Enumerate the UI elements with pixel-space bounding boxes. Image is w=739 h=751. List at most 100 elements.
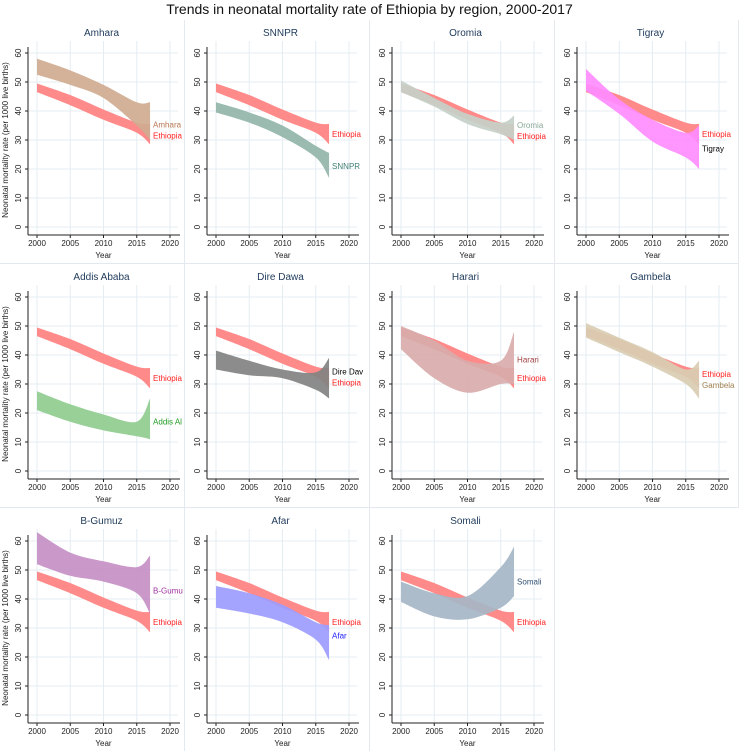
- panel-addis-ababa: 0 10 20 30 40 50 60 2000 2005 2010 2015 2020 Year Neo…: [0, 264, 185, 508]
- y-tick-label: 0: [378, 468, 387, 473]
- y-tick-label: 50: [378, 565, 387, 574]
- panel-title: SNNPR: [263, 28, 298, 39]
- panel-plot: 0 10 20 30 40 50 60 2000 2005 2010 2015 2020 Year Neo…: [1, 272, 183, 504]
- y-tick-label: 0: [563, 468, 572, 473]
- ethiopia-label: Ethiopia: [332, 618, 361, 627]
- x-tick-label: 2010: [95, 727, 113, 736]
- y-axis-label: Neonatal mortality rate (per 1000 live b…: [1, 550, 10, 706]
- region-label: Afar: [332, 631, 347, 640]
- y-tick-label: 50: [563, 77, 572, 86]
- panel-title: Tigray: [637, 28, 664, 39]
- panel-title: Harari: [452, 272, 479, 283]
- ethiopia-label: Ethiopia: [153, 618, 182, 627]
- panel-plot: 0 10 20 30 40 50 60 2000 2005 2010 2015 2020 Year Afa…: [193, 516, 362, 748]
- x-tick-label: 2020: [710, 239, 728, 248]
- y-tick-label: 40: [378, 594, 387, 603]
- y-tick-label: 40: [14, 594, 23, 603]
- x-axis-label: Year: [95, 739, 112, 748]
- y-tick-label: 20: [193, 408, 202, 417]
- y-tick-label: 50: [193, 321, 202, 330]
- y-tick-label: 10: [563, 437, 572, 446]
- y-tick-label: 30: [193, 379, 202, 388]
- panel-tigray: 0 10 20 30 40 50 60 2000 2005 2010 2015 2020 Year Tig…: [555, 20, 739, 264]
- y-tick-label: 30: [14, 379, 23, 388]
- panel-afar: 0 10 20 30 40 50 60 2000 2005 2010 2015 2020 Year Afa…: [185, 508, 370, 751]
- y-tick-label: 10: [563, 193, 572, 202]
- panel-somali: 0 10 20 30 40 50 60 2000 2005 2010 2015 2020 Year Som…: [370, 508, 555, 751]
- panel-harari: 0 10 20 30 40 50 60 2000 2005 2010 2015 2020 Year Har…: [370, 264, 555, 508]
- y-tick-label: 20: [14, 408, 23, 417]
- region-band: [586, 323, 700, 399]
- y-tick-label: 0: [14, 468, 23, 473]
- x-tick-label: 2005: [610, 483, 628, 492]
- y-tick-label: 40: [378, 350, 387, 359]
- x-tick-label: 2015: [307, 727, 325, 736]
- y-tick-label: 10: [14, 681, 23, 690]
- x-tick-label: 2000: [28, 483, 46, 492]
- x-tick-label: 2020: [161, 483, 179, 492]
- x-axis-label: Year: [274, 495, 291, 504]
- panel-dire-dawa: 0 10 20 30 40 50 60 2000 2005 2010 2015 2020 Year Dir…: [185, 264, 370, 508]
- x-tick-label: 2005: [425, 239, 443, 248]
- panel-plot: 0 10 20 30 40 50 60 2000 2005 2010 2015 2020 Year Neo…: [1, 516, 183, 748]
- y-tick-label: 50: [14, 321, 23, 330]
- x-tick-label: 2010: [644, 239, 662, 248]
- x-tick-label: 2000: [28, 239, 46, 248]
- x-tick-label: 2020: [525, 239, 543, 248]
- region-band: [37, 58, 151, 140]
- region-band: [37, 532, 151, 614]
- x-tick-label: 2010: [95, 239, 113, 248]
- y-tick-label: 0: [14, 224, 23, 229]
- y-tick-label: 0: [193, 712, 202, 717]
- y-tick-label: 30: [14, 623, 23, 632]
- y-tick-label: 60: [14, 292, 23, 301]
- y-tick-label: 60: [378, 292, 387, 301]
- y-tick-label: 0: [193, 468, 202, 473]
- ethiopia-label: Ethiopia: [517, 374, 546, 383]
- region-band: [401, 80, 515, 140]
- panel-title: Addis Ababa: [73, 272, 130, 283]
- y-tick-label: 10: [193, 437, 202, 446]
- region-label: Gambela: [702, 381, 735, 390]
- region-label: Dire Dav: [332, 367, 363, 376]
- panel-title: B-Gumuz: [80, 516, 122, 527]
- region-label: Somali: [517, 578, 542, 587]
- x-tick-label: 2015: [492, 727, 510, 736]
- x-axis-label: Year: [95, 251, 112, 260]
- region-label: Harari: [517, 355, 539, 364]
- x-axis-label: Year: [459, 251, 476, 260]
- region-band: [401, 546, 515, 620]
- panel-snnpr: 0 10 20 30 40 50 60 2000 2005 2010 2015 2020 Year SNN…: [185, 20, 370, 264]
- x-tick-label: 2020: [710, 483, 728, 492]
- x-tick-label: 2010: [274, 727, 292, 736]
- region-label: B-Gumu: [153, 586, 183, 595]
- x-tick-label: 2010: [644, 483, 662, 492]
- y-tick-label: 0: [193, 224, 202, 229]
- y-axis-label: Neonatal mortality rate (per 1000 live b…: [1, 306, 10, 462]
- y-tick-label: 60: [14, 48, 23, 57]
- y-tick-label: 20: [563, 164, 572, 173]
- region-band: [216, 585, 330, 660]
- x-tick-label: 2000: [577, 239, 595, 248]
- x-tick-label: 2005: [61, 239, 79, 248]
- y-tick-label: 40: [193, 594, 202, 603]
- x-tick-label: 2010: [274, 239, 292, 248]
- x-tick-label: 2010: [95, 483, 113, 492]
- y-tick-label: 40: [193, 350, 202, 359]
- ethiopia-label: Ethiopia: [153, 131, 182, 140]
- y-tick-label: 50: [193, 77, 202, 86]
- y-tick-label: 50: [14, 565, 23, 574]
- x-tick-label: 2005: [240, 239, 258, 248]
- panel-b-gumuz: 0 10 20 30 40 50 60 2000 2005 2010 2015 2020 Year Neo…: [0, 508, 185, 751]
- x-tick-label: 2015: [128, 239, 146, 248]
- y-tick-label: 30: [378, 379, 387, 388]
- ethiopia-band: [37, 83, 151, 145]
- y-tick-label: 50: [14, 77, 23, 86]
- ethiopia-label: Ethiopia: [702, 130, 731, 139]
- panel-plot: 0 10 20 30 40 50 60 2000 2005 2010 2015 2020 Year SNN…: [193, 28, 362, 260]
- ethiopia-label: Ethiopia: [332, 378, 361, 387]
- y-tick-label: 60: [193, 536, 202, 545]
- x-axis-label: Year: [95, 495, 112, 504]
- x-tick-label: 2015: [307, 483, 325, 492]
